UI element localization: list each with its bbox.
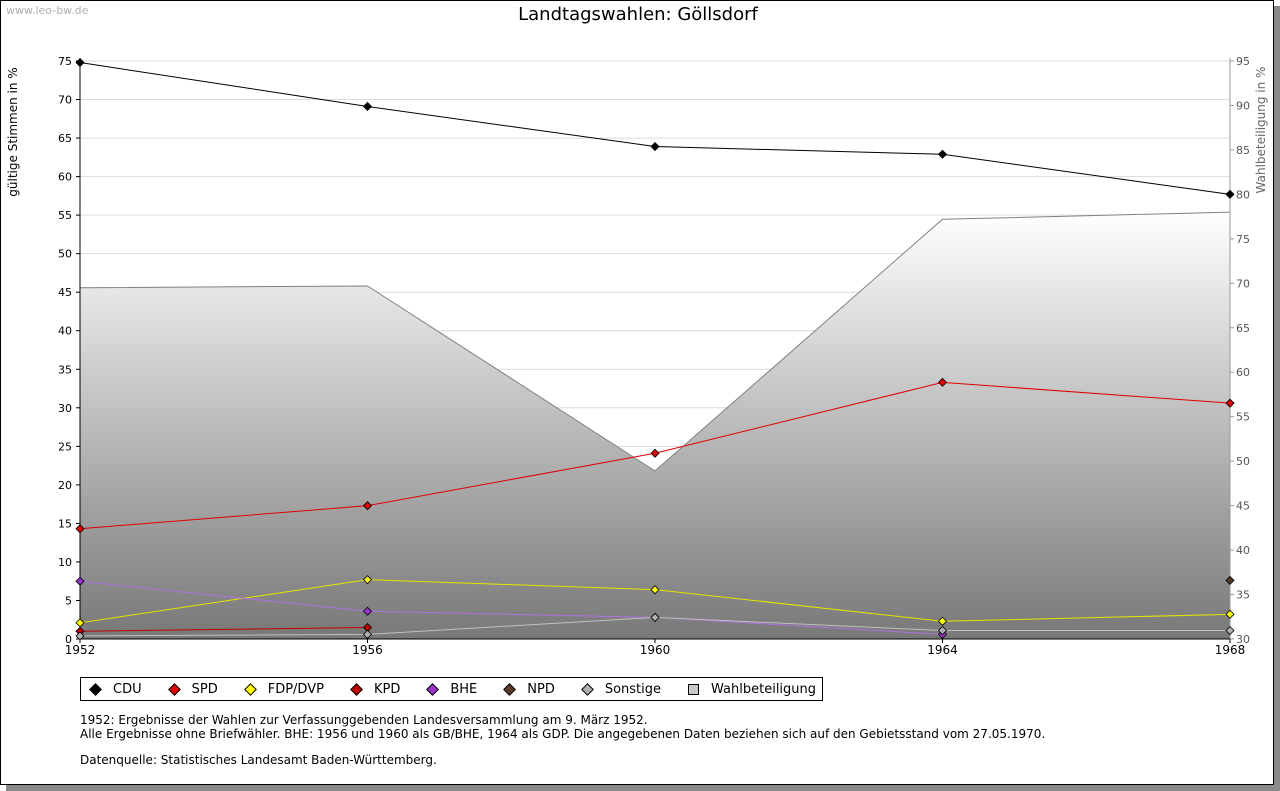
- legend-marker-icon: [426, 683, 440, 696]
- watermark: www.leo-bw.de: [6, 4, 89, 17]
- y2-tick-label: 35: [1236, 589, 1250, 602]
- legend-label: NPD: [527, 681, 555, 697]
- y2-tick-label: 30: [1236, 633, 1250, 646]
- legend-label: Sonstige: [604, 681, 662, 697]
- data-point-spd: [75, 524, 85, 534]
- legend-item-fdp-dvp: FDP/DVP: [243, 681, 324, 697]
- legend-label: KPD: [373, 681, 401, 697]
- x-tick-label: 1968: [1215, 643, 1246, 657]
- legend-item-spd: SPD: [167, 681, 218, 697]
- legend-marker-icon: [89, 683, 102, 696]
- series-line-kpd: [79, 626, 368, 632]
- data-point-fdp-dvp: [937, 616, 948, 626]
- y-tick-label: 35: [58, 363, 72, 376]
- note-line-2: Alle Ergebnisse ohne Briefwähler. BHE: 1…: [80, 727, 1046, 741]
- x-tick-label: 1956: [352, 643, 383, 657]
- y2-tick-label: 60: [1236, 366, 1250, 379]
- y2-tick-label: 45: [1236, 500, 1250, 513]
- legend-marker-icon: [503, 683, 517, 696]
- legend-item-kpd: KPD: [350, 682, 400, 697]
- legend-item-cdu: CDU: [89, 682, 142, 697]
- data-point-sonstige: [937, 625, 948, 636]
- legend-item-npd: NPD: [503, 682, 555, 697]
- legend-label: BHE: [450, 681, 478, 697]
- chart-title: Landtagswahlen: Göllsdorf: [518, 4, 758, 25]
- series-line-bhe: [79, 580, 943, 635]
- data-point-bhe: [362, 606, 373, 616]
- y2-tick-label: 70: [1236, 277, 1250, 290]
- data-point-fdp-dvp: [1225, 609, 1235, 619]
- legend-marker-icon: [243, 683, 257, 696]
- data-point-cdu: [650, 141, 660, 152]
- data-point-sonstige: [1225, 625, 1235, 636]
- y-tick-label: 15: [58, 517, 72, 530]
- legend-item-bhe: BHE: [426, 682, 477, 697]
- y2-tick-label: 90: [1236, 99, 1250, 112]
- y-tick-label: 20: [58, 479, 72, 492]
- legend-label: FDP/DVP: [267, 681, 324, 697]
- y-tick-label: 50: [58, 248, 72, 261]
- data-point-sonstige: [650, 612, 660, 622]
- x-tick-label: 1964: [927, 643, 958, 657]
- y-tick-label: 5: [65, 594, 72, 607]
- data-point-cdu: [362, 101, 373, 112]
- y-tick-label: 60: [58, 171, 72, 184]
- y-axis-label: gültige Stimmen in %: [6, 67, 20, 196]
- y-tick-label: 75: [58, 55, 72, 68]
- data-point-cdu: [1225, 189, 1235, 199]
- axes: 0 5 10 15 20 25 30 35 40 45 50 55 60 65 70 75 30 35 40 45 50…: [6, 55, 1268, 657]
- legend-item-sonstige: Sonstige: [580, 681, 662, 697]
- y2-tick-label: 75: [1236, 233, 1250, 246]
- y-tick-label: 0: [65, 633, 72, 646]
- turnout-area-fill: [80, 212, 1230, 639]
- legend-label: CDU: [113, 681, 142, 697]
- data-point-spd: [650, 448, 660, 458]
- y2-axis-label: Wahlbeteiligung in %: [1254, 67, 1268, 194]
- legend-marker-icon: [350, 683, 363, 696]
- legend-marker-icon: [687, 683, 700, 695]
- legend: CDU SPD FDP/DVP KPD BHE NPD Sonstige Wahlbeteil…: [80, 677, 824, 701]
- y-tick-label: 25: [58, 440, 72, 453]
- y2-tick-label: 80: [1236, 188, 1250, 201]
- data-point-fdp-dvp: [362, 575, 373, 585]
- data-source: Datenquelle: Statistisches Landesamt Bad…: [80, 753, 437, 767]
- data-point-bhe: [75, 576, 85, 586]
- x-tick-label: 1952: [65, 643, 96, 657]
- y-tick-label: 40: [58, 325, 72, 338]
- turnout-area-line: [79, 211, 1231, 472]
- data-point-spd: [937, 377, 948, 387]
- note-line-1: 1952: Ergebnisse der Wahlen zur Verfassu…: [80, 713, 648, 727]
- data-point-npd: [1225, 575, 1235, 585]
- y-tick-label: 70: [58, 94, 72, 107]
- series-line-cdu: [79, 62, 1231, 195]
- data-point-sonstige: [362, 629, 373, 639]
- data-point-cdu: [75, 57, 85, 68]
- data-point-spd: [1225, 398, 1235, 408]
- line-chart: 0 5 10 15 20 25 30 35 40 45 50 55 60 65 70 75 30 35 40 45 50…: [6, 55, 1268, 657]
- y2-tick-label: 50: [1236, 455, 1250, 468]
- legend-item-wahlbeteiligung: Wahlbeteiligung: [687, 682, 816, 697]
- legend-marker-icon: [580, 683, 594, 696]
- legend-label: Wahlbeteiligung: [711, 681, 817, 697]
- legend-marker-icon: [167, 683, 181, 696]
- y2-tick-label: 40: [1236, 544, 1250, 557]
- x-tick-label: 1960: [640, 643, 671, 657]
- series-lines: [75, 57, 1235, 641]
- legend-label: SPD: [191, 681, 218, 697]
- y-tick-label: 55: [58, 209, 72, 222]
- data-point-cdu: [937, 149, 948, 159]
- y-tick-label: 45: [58, 286, 72, 299]
- y2-tick-label: 85: [1236, 144, 1250, 157]
- data-point-spd: [362, 501, 373, 511]
- turnout-area: [79, 211, 1231, 639]
- y2-tick-label: 65: [1236, 322, 1250, 335]
- y-tick-label: 65: [58, 132, 72, 145]
- footnotes: 1952: Ergebnisse der Wahlen zur Verfassu…: [80, 713, 1045, 767]
- y2-tick-label: 95: [1236, 55, 1250, 68]
- y-tick-label: 30: [58, 402, 72, 415]
- y-tick-label: 10: [58, 556, 72, 569]
- y2-tick-label: 55: [1236, 411, 1250, 424]
- data-point-fdp-dvp: [650, 585, 660, 595]
- data-point-sonstige: [75, 631, 85, 641]
